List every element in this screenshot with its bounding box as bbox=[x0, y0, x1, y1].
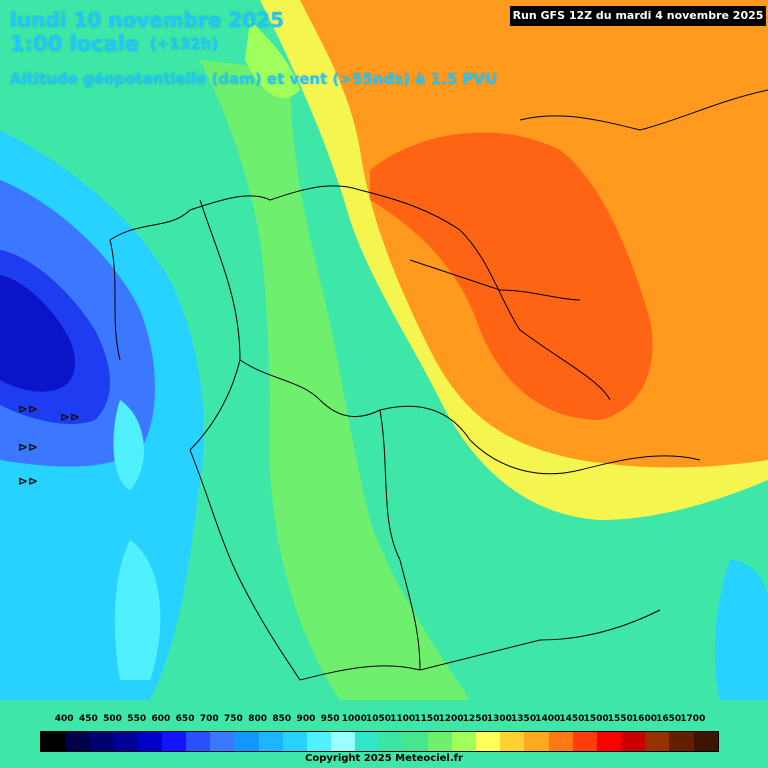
legend-label: 950 bbox=[320, 714, 340, 724]
legend-swatch bbox=[89, 732, 114, 751]
legend-label: 1150 bbox=[414, 714, 440, 724]
legend-colorbar bbox=[40, 731, 719, 752]
legend-label: 1600 bbox=[631, 714, 657, 724]
legend-swatch bbox=[693, 732, 718, 751]
legend-swatch bbox=[596, 732, 622, 751]
wind-barb-icon: ⊳⊳ bbox=[18, 440, 39, 454]
wind-barb-icon: ⊳⊳ bbox=[18, 474, 39, 488]
legend-swatch bbox=[234, 732, 259, 751]
legend-label: 1200 bbox=[438, 714, 464, 724]
legend-label: 700 bbox=[199, 714, 219, 724]
legend-label: 550 bbox=[127, 714, 147, 724]
legend-swatch bbox=[306, 732, 332, 751]
legend-label: 1500 bbox=[583, 714, 609, 724]
legend-swatch bbox=[572, 732, 597, 751]
legend-swatch bbox=[500, 732, 525, 751]
legend-label: 1300 bbox=[486, 714, 512, 724]
legend-label: 800 bbox=[248, 714, 267, 724]
wind-barb-icon: ⊳⊳ bbox=[60, 410, 81, 424]
high-pressure-core bbox=[370, 132, 653, 420]
date-title: lundi 10 novembre 2025 bbox=[10, 8, 285, 32]
lead-time: (+132h) bbox=[150, 35, 219, 53]
legend-swatch bbox=[427, 732, 452, 751]
legend-label: 650 bbox=[175, 714, 195, 724]
wind-barb-icon: ⊳⊳ bbox=[18, 402, 39, 416]
ridge-band bbox=[200, 60, 470, 700]
legend-label: 850 bbox=[272, 714, 292, 724]
run-info-badge: Run GFS 12Z du mardi 4 novembre 2025 bbox=[510, 6, 766, 26]
legend-label: 1350 bbox=[511, 714, 537, 724]
legend-labels: 400 450 500 550 600 650 700 750 800 850 900 950 1000… bbox=[40, 714, 717, 728]
legend-label: 400 bbox=[54, 714, 74, 724]
legend-label: 450 bbox=[78, 714, 98, 724]
legend-swatch bbox=[548, 732, 573, 751]
legend-label: 1450 bbox=[559, 714, 585, 724]
country-borders bbox=[109, 89, 768, 681]
legend-swatch bbox=[403, 732, 428, 751]
legend-label: 600 bbox=[151, 714, 171, 724]
legend-swatch bbox=[186, 732, 211, 751]
legend-swatch bbox=[137, 732, 162, 751]
legend-swatch bbox=[41, 732, 66, 751]
legend-label: 750 bbox=[224, 714, 243, 724]
legend-swatch bbox=[65, 732, 90, 751]
legend-swatch bbox=[645, 732, 670, 751]
low-pressure-inner bbox=[0, 275, 75, 392]
legend-swatch bbox=[621, 732, 646, 751]
legend-label: 1400 bbox=[535, 714, 561, 724]
legend-label: 900 bbox=[296, 714, 316, 724]
legend-swatch bbox=[476, 732, 501, 751]
legend-swatch bbox=[524, 732, 549, 751]
legend-swatch bbox=[161, 732, 187, 751]
legend-swatch bbox=[331, 732, 356, 751]
local-time: 1:00 locale bbox=[10, 32, 140, 56]
legend-swatch bbox=[258, 732, 283, 751]
legend-swatch bbox=[113, 732, 138, 751]
parameter-title: Altitude géopotentielle (dam) et vent (>… bbox=[10, 70, 498, 88]
legend-swatch bbox=[355, 732, 380, 751]
legend-label: 500 bbox=[103, 714, 122, 724]
legend-swatch bbox=[282, 732, 307, 751]
legend-swatch bbox=[210, 732, 235, 751]
legend-label: 1650 bbox=[656, 714, 682, 724]
legend-label: 1550 bbox=[607, 714, 633, 724]
copyright-notice: Copyright 2025 Meteociel.fr bbox=[305, 753, 463, 764]
legend-swatch bbox=[451, 732, 477, 751]
legend-label: 1250 bbox=[462, 714, 488, 724]
legend-label: 1000 bbox=[341, 714, 367, 724]
legend-label: 1050 bbox=[365, 714, 392, 724]
legend-label: 1100 bbox=[390, 714, 416, 724]
legend-label: 1700 bbox=[680, 714, 706, 724]
legend-swatch bbox=[379, 732, 404, 751]
legend-swatch bbox=[669, 732, 694, 751]
